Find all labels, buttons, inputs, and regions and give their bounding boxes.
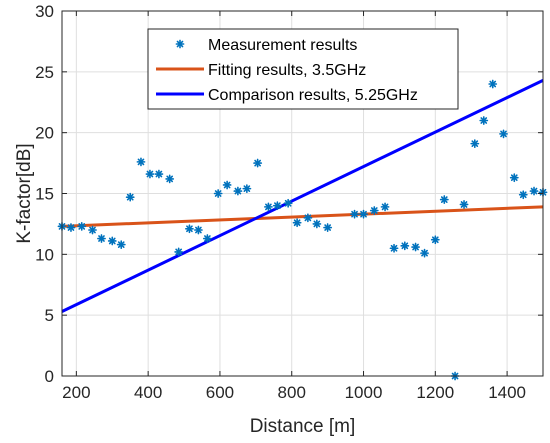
x-axis-label: Distance [m] — [250, 416, 356, 437]
x-tick-label: 600 — [206, 383, 234, 402]
data-point — [400, 241, 410, 251]
y-tick-label: 10 — [35, 245, 54, 264]
data-point — [174, 247, 184, 257]
legend: Measurement results Fitting results, 3.5G… — [147, 28, 459, 110]
data-point — [154, 169, 164, 179]
data-point — [97, 234, 106, 243]
data-point — [136, 157, 146, 167]
data-point — [488, 79, 498, 89]
x-tick-label: 1000 — [345, 383, 383, 402]
data-point — [165, 174, 175, 184]
data-point — [66, 223, 76, 232]
data-point — [420, 248, 429, 258]
data-point — [145, 169, 155, 179]
data-point — [77, 221, 87, 231]
plot-area — [57, 78, 548, 381]
data-point — [116, 240, 126, 250]
data-point — [411, 242, 420, 252]
y-tick-label: 30 — [35, 2, 54, 21]
data-point — [125, 192, 135, 202]
data-point — [194, 225, 203, 235]
y-tick-label: 0 — [45, 367, 54, 386]
data-point — [369, 206, 379, 215]
data-point — [107, 236, 117, 246]
data-point — [389, 243, 399, 253]
data-point — [185, 224, 194, 234]
legend-label: Comparison results, 5.25GHz — [208, 87, 418, 104]
data-point — [459, 200, 469, 209]
y-tick-label: 15 — [35, 185, 54, 204]
data-point — [430, 235, 440, 245]
data-point — [283, 198, 293, 208]
data-point — [292, 218, 302, 228]
y-tick-label: 20 — [35, 124, 54, 143]
series-line — [61, 78, 544, 313]
data-point — [529, 186, 539, 196]
axis-ticks: 200 400 600 800 1000 1200 1400 0 5 10 15 20 25 30 — [35, 2, 543, 402]
data-point — [380, 202, 390, 212]
data-point — [479, 116, 489, 125]
series-line — [61, 205, 544, 228]
data-point — [470, 139, 480, 149]
data-point — [303, 213, 313, 223]
data-point — [202, 234, 212, 243]
data-point — [88, 225, 97, 235]
data-point — [222, 180, 232, 190]
x-tick-label: 200 — [62, 383, 90, 402]
legend-marker — [175, 39, 185, 49]
data-point — [518, 190, 528, 200]
legend-label: Fitting results, 3.5GHz — [208, 62, 366, 79]
data-point — [242, 184, 252, 194]
x-tick-label: 800 — [278, 383, 306, 402]
y-axis-label: K-factor[dB] — [14, 143, 35, 243]
legend-label: Measurement results — [208, 37, 357, 54]
data-point — [233, 186, 243, 196]
y-tick-label: 5 — [45, 306, 54, 325]
x-tick-label: 1200 — [416, 383, 454, 402]
data-point — [272, 201, 282, 211]
data-point — [263, 202, 273, 212]
data-point — [359, 209, 368, 219]
data-point — [350, 209, 359, 219]
data-point — [323, 223, 333, 232]
data-point — [499, 129, 508, 139]
x-tick-label: 1400 — [488, 383, 526, 402]
data-point — [509, 173, 519, 183]
y-tick-label: 25 — [35, 63, 54, 82]
x-tick-label: 400 — [134, 383, 162, 402]
data-point — [312, 219, 322, 229]
data-point — [213, 189, 223, 198]
data-point — [253, 158, 263, 168]
data-point — [439, 195, 449, 204]
